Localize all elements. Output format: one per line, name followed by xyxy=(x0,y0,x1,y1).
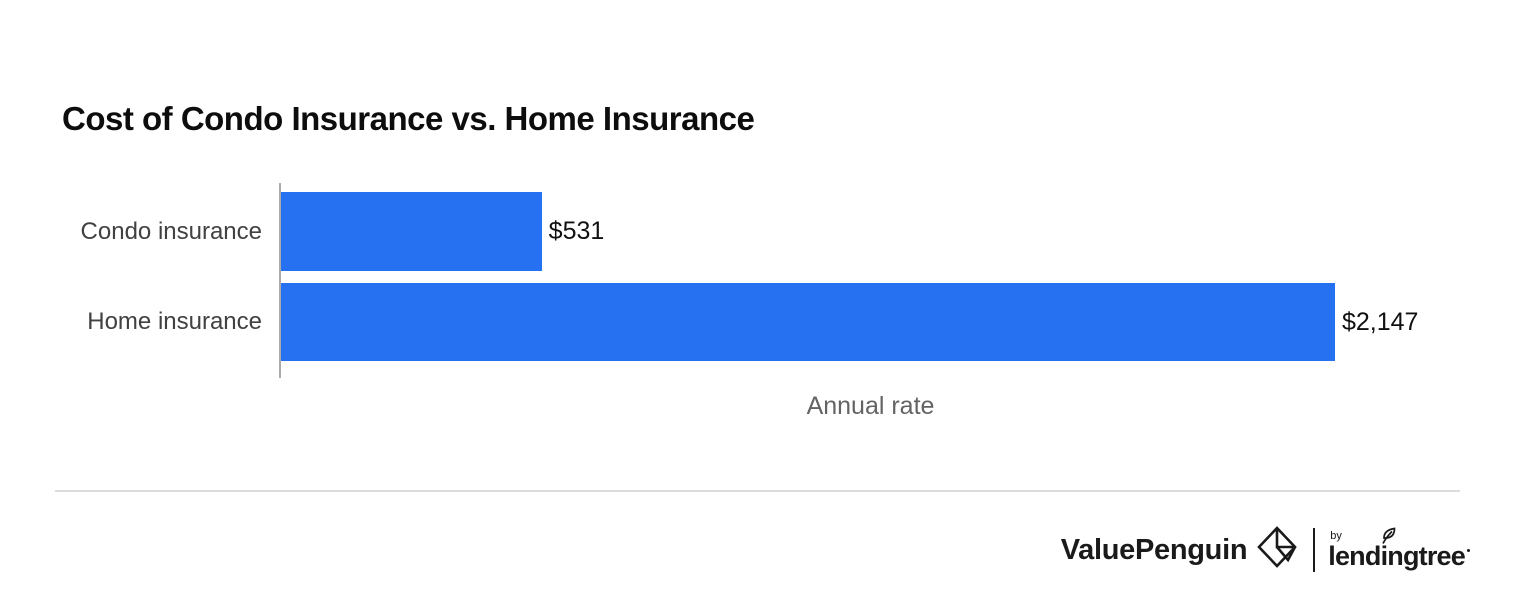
chart-title: Cost of Condo Insurance vs. Home Insuran… xyxy=(62,100,755,138)
lendingtree-lockup: by lendingtree xyxy=(1328,527,1470,571)
bar-value-condo: $531 xyxy=(548,217,605,245)
category-label-home: Home insurance xyxy=(87,308,262,335)
bar-home-insurance xyxy=(281,283,1335,361)
lendingtree-leaf-icon xyxy=(1380,527,1397,549)
bar-row-home: $2,147 xyxy=(281,283,1418,361)
bar-value-home: $2,147 xyxy=(1342,307,1419,336)
trademark-dot xyxy=(1467,549,1470,552)
footer-vertical-rule xyxy=(1313,528,1316,572)
bar-condo-insurance xyxy=(281,192,542,271)
footer-brand-lockup: ValuePenguin by lendingtree xyxy=(1060,524,1470,576)
x-axis-caption: Annual rate xyxy=(806,392,935,420)
y-axis-line xyxy=(279,183,281,378)
valuepenguin-wordmark: ValuePenguin xyxy=(1060,533,1248,566)
by-label: by xyxy=(1330,530,1342,542)
lendingtree-wordmark: lendingtree xyxy=(1328,541,1466,571)
horizontal-divider xyxy=(55,490,1460,492)
valuepenguin-penguin-diamond-icon xyxy=(1257,525,1299,576)
bar-row-condo: $531 xyxy=(281,192,1335,271)
category-label-condo: Condo insurance xyxy=(80,217,262,245)
